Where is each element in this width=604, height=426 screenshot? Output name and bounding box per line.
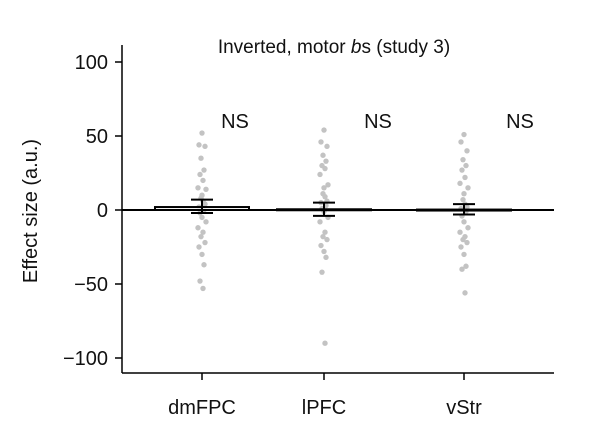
data-point [320,233,326,240]
data-point [318,139,324,145]
data-point [202,143,208,150]
data-point [461,131,467,138]
data-point [196,142,202,148]
data-point [464,204,470,210]
data-point [457,180,463,187]
data-point [317,171,323,178]
x-tick-label: dmFPC [168,397,236,419]
y-tick-label: −50 [74,274,108,296]
data-point [322,340,328,346]
data-point [200,177,206,184]
data-point [461,191,467,197]
data-point [197,171,203,178]
y-tick-label: 50 [86,126,108,148]
data-point [203,219,209,225]
data-point [319,269,325,275]
data-point [462,174,468,181]
significance-label: NS [506,111,534,133]
data-point [459,266,465,272]
data-point [198,155,204,161]
data-point [465,225,471,231]
data-point [200,285,206,292]
data-point [320,152,326,158]
data-point [197,278,203,284]
data-point [324,236,330,243]
data-point [195,225,201,231]
data-point [461,219,467,225]
data-point [196,244,202,250]
data-point [195,185,201,191]
y-tick-label: 0 [97,200,108,222]
y-axis-label: Effect size (a.u.) [20,139,42,283]
data-point [198,233,204,240]
chart-title: Inverted, motor bs (study 3) [218,37,450,58]
plot-area: 100 50 0 −50 −100 dmFPC lPFC vStr NS NS NS [63,45,554,419]
data-point [460,236,466,243]
data-point [323,158,329,164]
data-point [321,127,327,133]
data-point [458,139,464,145]
data-point [322,193,328,200]
data-point [321,248,327,255]
data-point [322,165,328,172]
chart-title-prefix: Inverted, motor [218,37,351,58]
x-tick-label: vStr [446,397,482,419]
x-tick-label: lPFC [302,397,346,419]
y-tick-label: −100 [63,348,108,370]
data-point [322,229,328,235]
y-tick-label: 100 [75,52,108,74]
data-point [457,229,463,235]
data-point [202,239,208,246]
data-point [325,182,331,188]
data-point [201,167,207,173]
data-point [199,130,205,136]
data-point [465,185,471,191]
data-point [201,262,207,268]
data-point [459,167,465,173]
data-point [461,251,467,258]
significance-label: NS [364,111,392,133]
data-point [203,186,209,192]
data-point [200,229,206,235]
significance-label: NS [221,111,249,133]
data-point [460,156,466,163]
data-point [463,263,469,269]
data-point [321,185,327,191]
data-point [460,196,466,203]
chart-title-suffix: s (study 3) [361,37,450,58]
data-point [458,244,464,250]
data-point [462,290,468,296]
data-point [323,254,329,261]
data-point [464,148,470,154]
data-point [463,162,469,169]
data-point [317,219,323,225]
data-point [464,239,470,246]
data-point [199,214,205,221]
data-point [199,251,205,258]
data-point [202,201,208,207]
data-point [318,242,324,249]
chart-title-italic: b [351,37,362,58]
data-point [324,143,330,150]
